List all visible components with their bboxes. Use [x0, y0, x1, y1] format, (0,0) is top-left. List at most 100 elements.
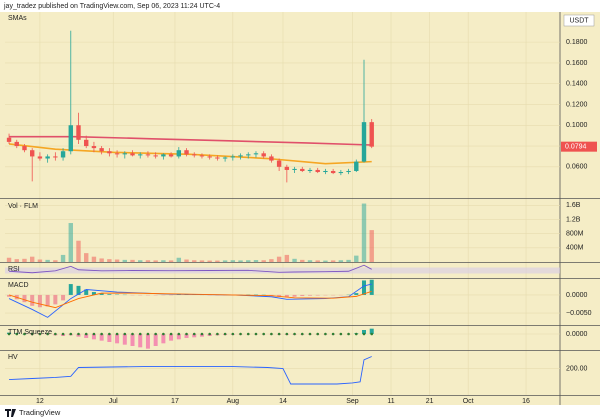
x-tick-label: 12: [36, 398, 44, 405]
y-tick-label: 1.2B: [566, 216, 581, 223]
volume-bar: [238, 260, 243, 262]
candle-body: [300, 168, 305, 171]
squeeze-dot: [200, 332, 204, 336]
volume-bar: [307, 260, 313, 262]
y-tick-label: 1.6B: [566, 202, 581, 209]
candle-body: [99, 148, 104, 152]
volume-bar: [184, 259, 189, 262]
squeeze-dot: [308, 332, 312, 336]
volume-bar: [207, 260, 212, 262]
x-tick-label: 16: [522, 398, 530, 405]
volume-bar: [369, 230, 374, 262]
volume-bar: [253, 260, 259, 262]
pane-title: RSI: [8, 266, 20, 273]
candle-body: [323, 170, 328, 173]
volume-bar: [230, 260, 236, 262]
candle-body: [292, 168, 297, 170]
histogram-bar: [192, 334, 197, 338]
candle-body: [14, 141, 19, 147]
volume-bar: [315, 260, 320, 262]
squeeze-dot: [216, 332, 219, 336]
histogram-bar: [284, 294, 289, 298]
candle-body: [330, 170, 336, 174]
candle-body: [145, 154, 151, 156]
indicator-line: [9, 264, 372, 274]
histogram-bar: [91, 292, 96, 295]
squeeze-dot: [324, 332, 327, 336]
footer-bar: [0, 405, 600, 420]
volume-bar: [68, 223, 73, 262]
histogram-bar: [22, 294, 27, 303]
candle-body: [161, 154, 166, 157]
y-tick-label: 0.1600: [566, 60, 588, 67]
squeeze-dot: [285, 332, 289, 336]
histogram-bar: [292, 294, 297, 297]
candle-body: [53, 156, 58, 158]
volume-bar: [215, 260, 220, 262]
volume-bar: [246, 260, 251, 262]
y-tick-label: −0.0050: [566, 310, 592, 317]
candle-body: [130, 153, 135, 156]
candle-body: [253, 153, 259, 155]
histogram-bar: [169, 334, 174, 341]
candle-body: [207, 156, 212, 158]
squeeze-dot: [177, 332, 181, 336]
candle-body: [369, 122, 374, 147]
histogram-bar: [362, 280, 367, 295]
candle-body: [168, 154, 174, 157]
volume-bar: [346, 259, 351, 262]
volume-bar: [323, 260, 328, 262]
squeeze-dot: [169, 332, 173, 336]
histogram-bar: [369, 328, 374, 334]
volume-bar: [153, 260, 158, 262]
volume-bar: [6, 257, 12, 262]
squeeze-dot: [108, 332, 111, 336]
histogram-bar: [7, 294, 12, 297]
histogram-bar: [315, 294, 320, 296]
volume-bar: [300, 259, 305, 262]
candle-body: [45, 156, 50, 159]
histogram-bar: [300, 294, 305, 297]
squeeze-dot: [131, 332, 134, 336]
header: jay_tradez published on TradingView.com,…: [3, 3, 220, 10]
candle-body: [269, 156, 274, 161]
candle-body: [276, 160, 282, 167]
squeeze-dot: [277, 332, 281, 336]
histogram-bar: [130, 334, 135, 346]
candle-body: [307, 169, 313, 171]
y-tick-label: 800M: [566, 231, 584, 238]
volume-bar: [122, 259, 127, 262]
squeeze-dot: [38, 332, 42, 336]
squeeze-dot: [246, 332, 250, 336]
volume-bar: [354, 255, 359, 262]
squeeze-dot: [262, 332, 265, 336]
squeeze-dot: [115, 332, 119, 336]
histogram-bar: [307, 294, 312, 296]
candle-body: [84, 139, 89, 147]
candle-body: [176, 150, 182, 157]
y-tick-label: 0.1000: [566, 122, 588, 129]
squeeze-dot: [54, 332, 57, 336]
volume-bar: [361, 203, 367, 262]
y-tick-label: 0.0600: [566, 164, 588, 171]
candle-body: [238, 155, 243, 157]
candle-body: [22, 146, 27, 151]
histogram-bar: [99, 334, 104, 341]
candle-body: [222, 157, 228, 159]
squeeze-dot: [339, 332, 343, 336]
pane-title: Vol · FLM: [8, 203, 38, 210]
volume-bar: [138, 260, 143, 262]
volume-bar: [284, 254, 290, 262]
candle-body: [91, 146, 97, 149]
candle-body: [76, 125, 81, 140]
volume-bar: [45, 259, 50, 262]
pane-title: TTM Squeeze: [8, 329, 52, 336]
histogram-bar: [107, 334, 112, 342]
x-tick-label: 21: [426, 398, 434, 405]
histogram-bar: [199, 334, 204, 337]
indicator-line: [9, 135, 372, 146]
squeeze-dot: [138, 332, 142, 336]
histogram-bar: [53, 294, 58, 305]
histogram-bar: [30, 294, 35, 306]
histogram-bar: [61, 294, 66, 301]
